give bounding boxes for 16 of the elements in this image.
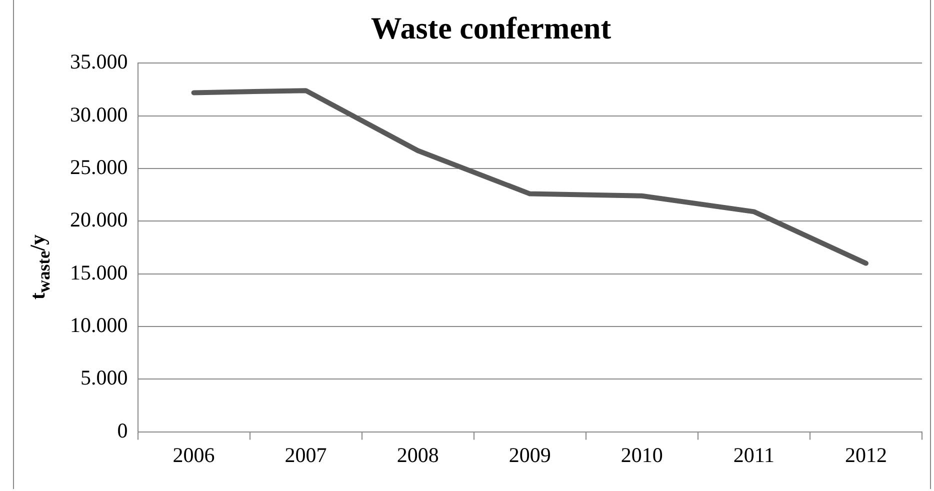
- x-tick-label: 2007: [284, 442, 327, 467]
- y-tick-label: 35.000: [70, 50, 128, 74]
- y-tick-label: 20.000: [70, 208, 128, 232]
- chart-title: Waste conferment: [370, 10, 612, 46]
- x-tick-label: 2010: [620, 442, 663, 467]
- y-tick-label: 0: [117, 418, 128, 442]
- y-tick-label: 30.000: [70, 102, 128, 126]
- y-tick-label: 25.000: [70, 155, 128, 180]
- y-tick-label: 5.000: [80, 366, 128, 390]
- x-tick-label: 2008: [396, 442, 439, 467]
- x-tick-label: 2006: [172, 442, 215, 467]
- x-tick-label: 2011: [733, 442, 775, 467]
- y-tick-label: 10.000: [70, 313, 128, 337]
- x-tick-label: 2012: [844, 442, 887, 467]
- y-tick-label: 15.000: [70, 260, 128, 284]
- x-tick-label: 2009: [508, 442, 551, 467]
